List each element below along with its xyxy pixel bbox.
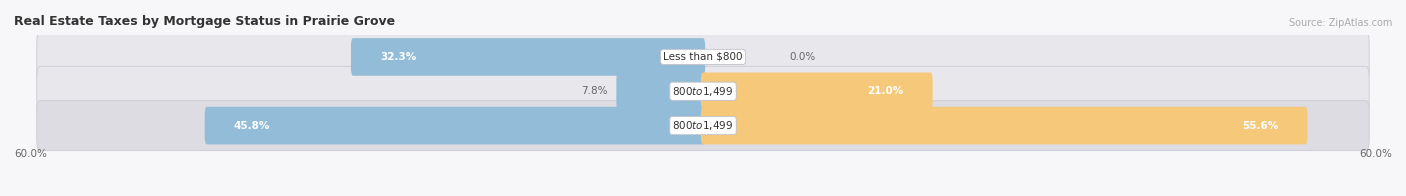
FancyBboxPatch shape [616, 73, 706, 110]
Text: 21.0%: 21.0% [868, 86, 904, 96]
Text: $800 to $1,499: $800 to $1,499 [672, 85, 734, 98]
Text: 55.6%: 55.6% [1241, 121, 1278, 131]
FancyBboxPatch shape [37, 32, 1369, 82]
Text: Real Estate Taxes by Mortgage Status in Prairie Grove: Real Estate Taxes by Mortgage Status in … [14, 15, 395, 28]
Text: 7.8%: 7.8% [581, 86, 607, 96]
FancyBboxPatch shape [205, 107, 706, 144]
Text: $800 to $1,499: $800 to $1,499 [672, 119, 734, 132]
Text: Less than $800: Less than $800 [664, 52, 742, 62]
Text: 60.0%: 60.0% [1360, 150, 1392, 160]
Text: 0.0%: 0.0% [790, 52, 815, 62]
FancyBboxPatch shape [352, 38, 706, 76]
FancyBboxPatch shape [37, 101, 1369, 151]
FancyBboxPatch shape [37, 66, 1369, 116]
Text: 60.0%: 60.0% [14, 150, 46, 160]
FancyBboxPatch shape [700, 107, 1308, 144]
Text: Source: ZipAtlas.com: Source: ZipAtlas.com [1288, 18, 1392, 28]
FancyBboxPatch shape [700, 73, 932, 110]
Text: 32.3%: 32.3% [380, 52, 416, 62]
Text: 45.8%: 45.8% [233, 121, 270, 131]
